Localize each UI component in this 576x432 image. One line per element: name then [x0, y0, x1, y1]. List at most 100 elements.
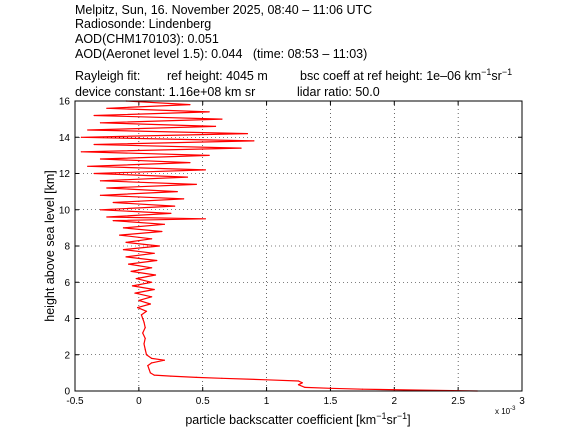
data-point	[170, 375, 172, 377]
data-point	[106, 187, 108, 189]
data-point	[246, 133, 248, 135]
data-point	[147, 365, 149, 367]
data-point	[145, 354, 148, 356]
data-point	[156, 259, 158, 262]
y-tick-label: 0	[64, 387, 70, 398]
bsc-coeff-exp-sr: −1	[502, 67, 512, 77]
rayleigh-label: Rayleigh fit:	[75, 69, 140, 83]
bsc-coeff-sr: sr	[491, 69, 501, 83]
data-point	[301, 382, 303, 384]
grid-lines	[75, 101, 522, 391]
x-axis-label: particle backscatter coefficient [km −1sr…	[185, 411, 410, 427]
y-tick-label: 14	[59, 133, 71, 144]
data-point	[151, 238, 153, 240]
data-point	[208, 154, 210, 156]
data-point	[125, 256, 127, 258]
x-multiplier-base: x 10	[495, 407, 511, 416]
bsc-coeff-exp-km: −1	[481, 67, 491, 77]
data-point	[361, 388, 363, 390]
data-point	[143, 321, 145, 323]
data-point	[87, 165, 89, 167]
data-point	[176, 191, 178, 193]
device-constant: device constant: 1.16e+08 km sr	[75, 85, 255, 99]
data-point	[189, 162, 191, 164]
data-point	[119, 234, 121, 236]
data-point	[163, 223, 165, 225]
y-tick-label: 2	[64, 350, 70, 361]
x-multiplier-exp: -3	[510, 406, 516, 412]
data-point	[142, 332, 144, 334]
data-point	[130, 270, 132, 272]
data-point	[144, 337, 146, 339]
header-line-2: Radiosonde: Lindenberg	[75, 17, 211, 31]
data-point	[93, 143, 95, 146]
plot-frame	[74, 100, 523, 392]
data-point	[153, 374, 155, 376]
x-tick-label: -0.5	[66, 396, 84, 407]
data-point	[204, 218, 206, 220]
data-point	[93, 114, 95, 117]
data-point	[142, 317, 144, 320]
data-point	[134, 292, 136, 294]
x-tick-label: 1.5	[323, 396, 337, 407]
bsc-coeff: bsc coeff at ref height: 1e–06 km−1sr−1	[300, 67, 512, 83]
data-point	[99, 209, 102, 211]
data-point	[153, 252, 155, 254]
ref-height: ref height: 4045 m	[167, 69, 268, 83]
y-tick-label: 4	[64, 314, 70, 325]
data-point	[143, 343, 145, 345]
data-point	[195, 376, 197, 378]
data-point	[122, 249, 125, 251]
data-point	[128, 263, 130, 265]
y-axis-label: height above sea level [km]	[43, 170, 57, 321]
y-tick-label: 10	[59, 205, 71, 216]
x-multiplier: x 10-3	[495, 406, 516, 416]
data-point	[297, 380, 300, 382]
data-point	[145, 310, 148, 312]
x-tick-label: 0	[136, 396, 142, 407]
x-tick-label: 2	[392, 396, 398, 407]
data-point	[253, 140, 255, 142]
x-tick-label: 1	[264, 396, 270, 407]
data-point	[204, 169, 206, 171]
data-point	[266, 379, 268, 381]
data-point	[221, 377, 223, 379]
x-axis-label-text: particle backscatter coefficient [km	[185, 413, 376, 427]
data-point	[297, 384, 300, 386]
data-point	[99, 180, 102, 182]
data-point	[138, 299, 140, 301]
data-point	[125, 241, 127, 243]
data-point	[189, 104, 191, 106]
bsc-coeff-text: bsc coeff at ref height: 1e–06 km	[300, 69, 481, 83]
data-point	[99, 158, 102, 160]
data-point	[174, 205, 176, 207]
data-point	[99, 122, 102, 124]
data-point	[80, 136, 82, 138]
data-point	[148, 368, 150, 370]
data-point	[154, 274, 157, 276]
data-point	[137, 307, 139, 309]
series-group	[80, 100, 478, 392]
data-point	[112, 220, 114, 222]
header-line-3: AOD(CHM170103): 0.051	[75, 32, 219, 46]
data-point	[149, 303, 151, 305]
data-point	[158, 245, 160, 247]
plot-area	[75, 101, 522, 391]
data-point	[151, 357, 153, 359]
data-point	[131, 285, 134, 287]
data-point	[112, 201, 114, 204]
data-point	[186, 176, 188, 178]
data-point	[140, 314, 142, 316]
x-axis-label-exp-sr: −1	[397, 411, 407, 421]
x-axis-label-close: ]	[407, 413, 410, 427]
data-point	[304, 386, 306, 388]
data-point	[144, 327, 146, 329]
series-line	[80, 100, 478, 392]
data-point	[106, 216, 108, 218]
data-point	[163, 359, 165, 361]
data-point	[329, 387, 331, 389]
data-point	[151, 281, 153, 283]
x-axis-label-sr: sr	[386, 413, 396, 427]
data-point	[153, 288, 155, 291]
